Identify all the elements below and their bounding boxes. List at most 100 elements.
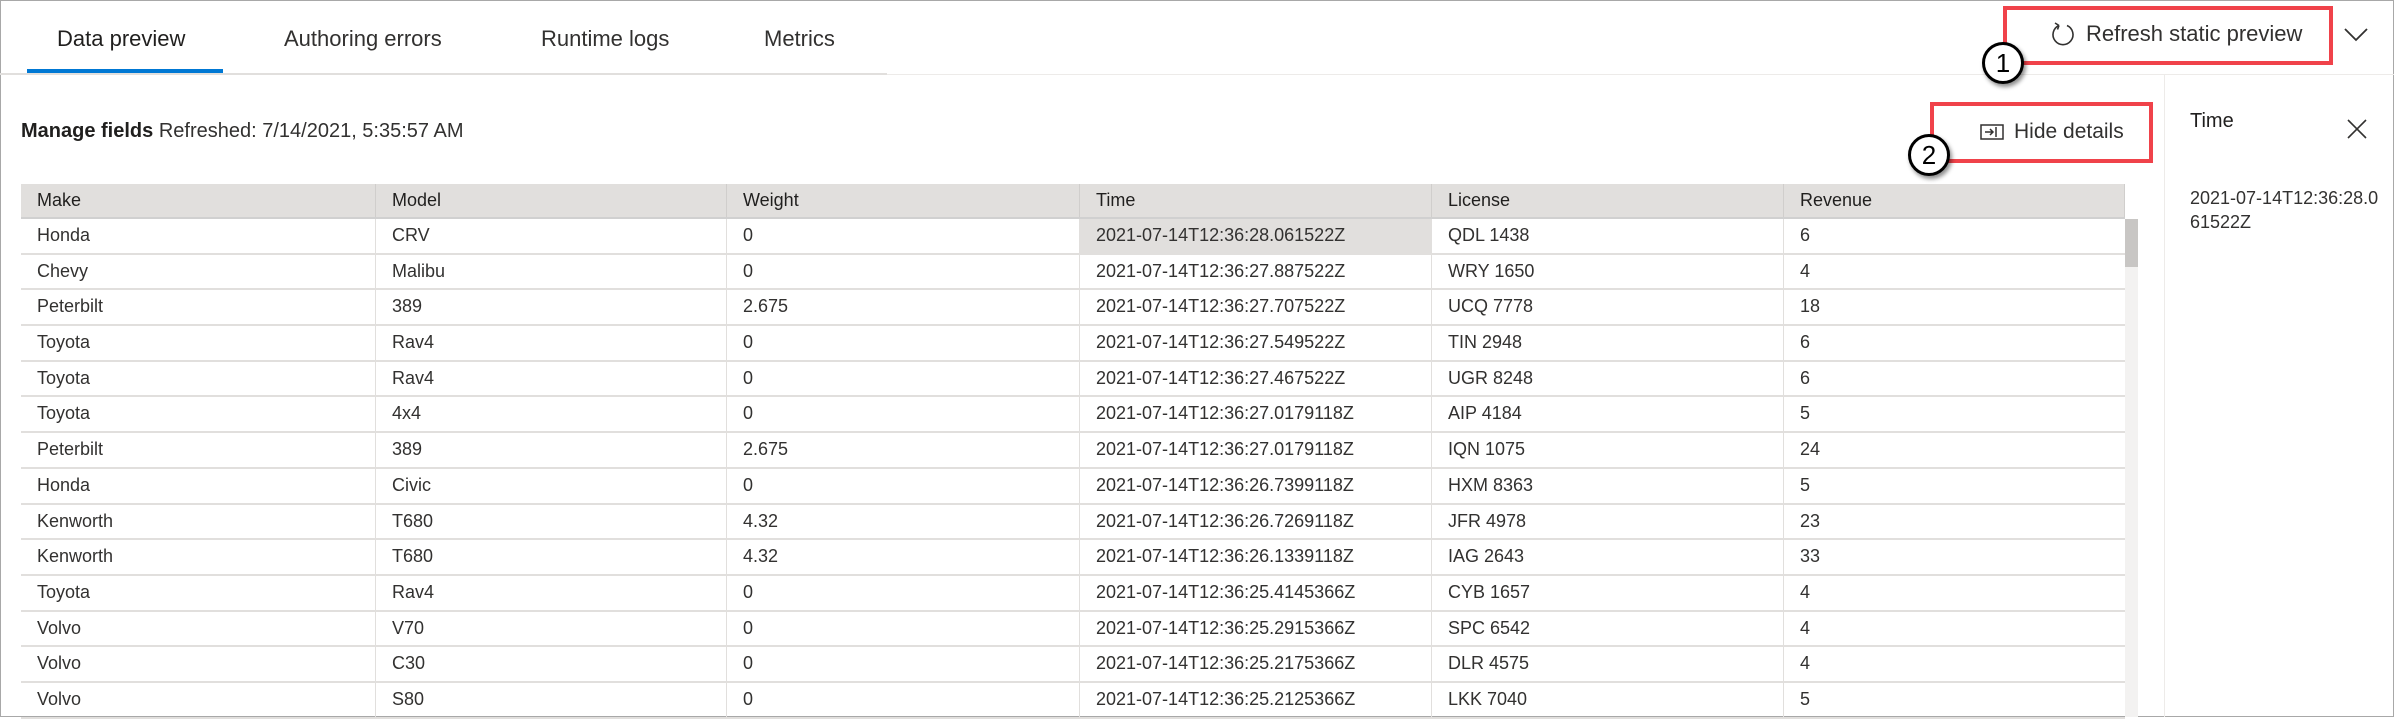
table-row[interactable]: Volvo V70 0 2021-07-14T12:36:25.2915366Z SPC… <box>21 611 2125 648</box>
table-cell-time[interactable]: 2021-07-14T12:36:25.2915366Z <box>1080 611 1432 646</box>
table-cell-model[interactable]: T680 <box>376 540 727 574</box>
table-row[interactable]: Kenworth T680 4.32 2021-07-14T12:36:26.1339… <box>21 540 2125 576</box>
table-cell-weight[interactable]: 0 <box>727 219 1080 253</box>
table-cell-license[interactable]: WRY 1650 <box>1432 254 1784 289</box>
column-header-model[interactable]: Model <box>376 184 727 217</box>
table-cell-revenue[interactable]: 4 <box>1800 653 1811 674</box>
table-cell-make[interactable]: Chevy <box>21 254 376 289</box>
table-cell-license[interactable]: UGR 8248 <box>1432 361 1784 396</box>
table-row[interactable]: Volvo S80 0 2021-07-14T12:36:25.2125366Z LKK… <box>21 682 2125 719</box>
table-cell-model[interactable]: Rav4 <box>376 361 727 396</box>
table-row[interactable]: Chevy Malibu 0 2021-07-14T12:36:27.887522Z W… <box>21 254 2125 291</box>
table-cell-make[interactable]: Toyota <box>21 361 376 396</box>
column-header-license[interactable]: License <box>1432 184 1784 217</box>
close-icon[interactable] <box>2345 117 2369 141</box>
table-cell-weight[interactable]: 4.32 <box>727 504 1080 539</box>
table-cell-make[interactable]: Peterbilt <box>21 433 376 467</box>
table-row[interactable]: Toyota Rav4 0 2021-07-14T12:36:27.467522Z UG… <box>21 361 2125 398</box>
table-cell-make[interactable]: Toyota <box>21 397 376 432</box>
table-cell-revenue[interactable]: 5 <box>1800 403 1811 424</box>
table-row[interactable]: Toyota Rav4 0 2021-07-14T12:36:27.549522Z TI… <box>21 326 2125 362</box>
table-cell-make[interactable]: Volvo <box>21 647 376 681</box>
table-cell-license[interactable]: UCQ 7778 <box>1432 290 1784 325</box>
column-header-make[interactable]: Make <box>21 184 376 217</box>
tab-authoring-errors[interactable]: Authoring errors <box>284 26 442 51</box>
table-cell-time[interactable]: 2021-07-14T12:36:26.7399118Z <box>1080 468 1432 503</box>
table-cell-revenue[interactable]: 6 <box>1800 367 1811 388</box>
table-cell-license[interactable]: SPC 6542 <box>1432 611 1784 646</box>
table-cell-model[interactable]: T680 <box>376 504 727 539</box>
table-cell-revenue[interactable]: 6 <box>1800 225 1811 245</box>
tab-data-preview[interactable]: Data preview <box>57 26 186 51</box>
table-cell-license[interactable]: HXM 8363 <box>1432 468 1784 503</box>
hide-details-button[interactable]: Hide details <box>1980 116 2124 148</box>
column-header-time[interactable]: Time <box>1080 184 1432 217</box>
table-cell-revenue[interactable]: 5 <box>1800 688 1811 709</box>
table-cell-model[interactable]: S80 <box>376 682 727 717</box>
table-row[interactable]: Peterbilt 389 2.675 2021-07-14T12:36:27.707… <box>21 290 2125 327</box>
table-cell-revenue[interactable]: 23 <box>1800 510 1821 531</box>
table-cell-revenue[interactable]: 5 <box>1800 474 1811 495</box>
table-row[interactable]: Toyota Rav4 0 2021-07-14T12:36:25.4145366Z C… <box>21 575 2125 612</box>
refresh-static-preview-button[interactable]: Refresh static preview <box>2050 16 2302 52</box>
table-cell-revenue[interactable]: 4 <box>1800 617 1811 638</box>
table-cell-time[interactable]: 2021-07-14T12:36:27.0179118Z <box>1080 433 1432 467</box>
table-cell-make[interactable]: Kenworth <box>21 540 376 574</box>
table-cell-license[interactable]: IQN 1075 <box>1432 433 1784 467</box>
table-cell-make[interactable]: Toyota <box>21 326 376 360</box>
manage-fields-link[interactable]: Manage fields <box>21 120 154 142</box>
table-cell-weight[interactable]: 0 <box>727 611 1080 646</box>
table-row[interactable]: Honda Civic 0 2021-07-14T12:36:26.7399118Z H… <box>21 468 2125 505</box>
table-cell-license[interactable]: TIN 2948 <box>1432 326 1784 360</box>
table-cell-weight[interactable]: 2.675 <box>727 433 1080 467</box>
table-cell-model[interactable]: V70 <box>376 611 727 646</box>
table-cell-weight[interactable]: 0 <box>727 468 1080 503</box>
table-cell-revenue[interactable]: 24 <box>1800 439 1821 460</box>
table-cell-model[interactable]: 389 <box>376 433 727 467</box>
table-cell-make[interactable]: Volvo <box>21 682 376 717</box>
column-header-revenue[interactable]: Revenue <box>1784 184 2125 217</box>
table-cell-weight[interactable]: 0 <box>727 647 1080 681</box>
table-cell-license[interactable]: IAG 2643 <box>1432 540 1784 574</box>
table-cell-model[interactable]: Rav4 <box>376 575 727 610</box>
table-row[interactable]: Kenworth T680 4.32 2021-07-14T12:36:26.7269… <box>21 504 2125 541</box>
table-cell-model[interactable]: Civic <box>376 468 727 503</box>
table-scrollbar[interactable] <box>2125 219 2138 717</box>
table-cell-revenue[interactable]: 6 <box>1800 332 1811 353</box>
table-cell-revenue[interactable]: 4 <box>1800 581 1811 602</box>
table-cell-time[interactable]: 2021-07-14T12:36:27.0179118Z <box>1080 397 1432 432</box>
table-cell-license[interactable]: AIP 4184 <box>1432 397 1784 432</box>
chevron-down-icon[interactable] <box>2342 20 2370 48</box>
table-cell-license[interactable]: JFR 4978 <box>1432 504 1784 539</box>
table-row[interactable]: Honda CRV 0 2021-07-14T12:36:28.061522Z QDL … <box>21 219 2125 255</box>
table-cell-model[interactable]: CRV <box>376 219 727 253</box>
table-cell-weight[interactable]: 0 <box>727 326 1080 360</box>
table-cell-weight[interactable]: 0 <box>727 575 1080 610</box>
table-cell-license[interactable]: DLR 4575 <box>1432 647 1784 681</box>
table-cell-make[interactable]: Kenworth <box>21 504 376 539</box>
table-cell-make[interactable]: Honda <box>21 219 376 253</box>
column-header-weight[interactable]: Weight <box>727 184 1080 217</box>
table-cell-weight[interactable]: 4.32 <box>727 540 1080 574</box>
scrollbar-thumb[interactable] <box>2125 219 2138 267</box>
table-cell-revenue[interactable]: 33 <box>1800 546 1821 567</box>
table-cell-make[interactable]: Peterbilt <box>21 290 376 325</box>
table-cell-license[interactable]: CYB 1657 <box>1432 575 1784 610</box>
table-cell-weight[interactable]: 0 <box>727 254 1080 289</box>
table-cell-weight[interactable]: 2.675 <box>727 290 1080 325</box>
tab-runtime-logs[interactable]: Runtime logs <box>541 26 670 51</box>
table-row[interactable]: Peterbilt 389 2.675 2021-07-14T12:36:27.017… <box>21 433 2125 469</box>
table-cell-make[interactable]: Volvo <box>21 611 376 646</box>
table-cell-time[interactable]: 2021-07-14T12:36:26.1339118Z <box>1080 540 1432 574</box>
tab-metrics[interactable]: Metrics <box>764 26 835 51</box>
table-cell-time[interactable]: 2021-07-14T12:36:26.7269118Z <box>1080 504 1432 539</box>
table-cell-time[interactable]: 2021-07-14T12:36:28.061522Z <box>1080 219 1432 253</box>
table-cell-weight[interactable]: 0 <box>727 682 1080 717</box>
table-cell-make[interactable]: Toyota <box>21 575 376 610</box>
table-cell-time[interactable]: 2021-07-14T12:36:25.4145366Z <box>1080 575 1432 610</box>
table-row[interactable]: Volvo C30 0 2021-07-14T12:36:25.2175366Z DLR… <box>21 647 2125 683</box>
table-cell-model[interactable]: 4x4 <box>376 397 727 432</box>
table-cell-time[interactable]: 2021-07-14T12:36:27.467522Z <box>1080 361 1432 396</box>
table-cell-time[interactable]: 2021-07-14T12:36:27.707522Z <box>1080 290 1432 325</box>
table-cell-time[interactable]: 2021-07-14T12:36:27.549522Z <box>1080 326 1432 360</box>
